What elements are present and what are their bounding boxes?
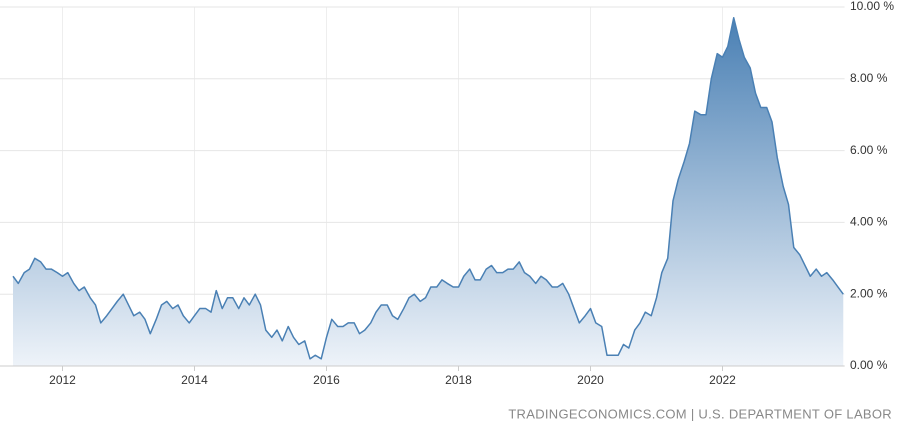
- y-tick-label: 6.00 %: [850, 143, 888, 157]
- area: [13, 17, 844, 367]
- x-tick-label: 2020: [577, 373, 604, 387]
- y-tick-label: 8.00 %: [850, 71, 888, 85]
- y-tick-label: 2.00 %: [850, 286, 888, 300]
- line: [12, 17, 844, 360]
- x-tick-label: 2018: [445, 373, 472, 387]
- y-tick-label: 10.00 %: [850, 0, 894, 13]
- x-tick-label: 2014: [181, 373, 208, 387]
- x-tick-label: 2016: [313, 373, 340, 387]
- x-tick-label: 2012: [49, 373, 76, 387]
- y-tick-label: 4.00 %: [850, 215, 888, 229]
- source: TRADINGECONOMICS.COM | U.S. DEPARTMENT O…: [508, 406, 892, 421]
- y-tick-label: 0.00 %: [850, 358, 888, 372]
- x-tick-label: 2022: [709, 373, 736, 387]
